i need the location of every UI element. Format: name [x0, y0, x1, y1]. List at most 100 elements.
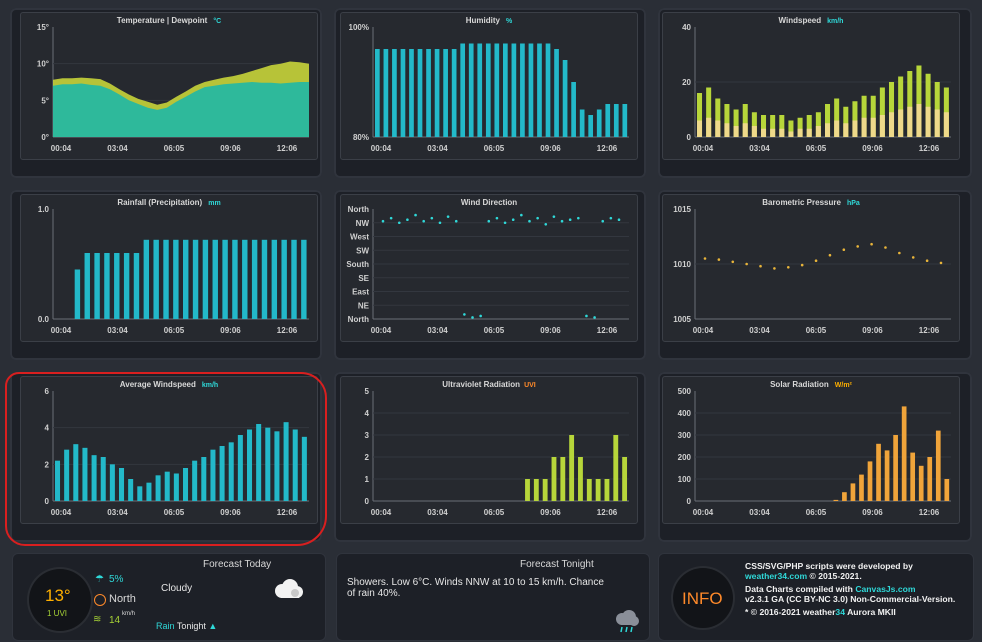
gust-bar — [797, 117, 803, 137]
forecast-uvi: 1 UVI — [47, 609, 68, 618]
x-tick-label: 03:04 — [749, 144, 770, 153]
info-text: CSS/SVG/PHP scripts were developed by we… — [745, 561, 956, 617]
avg-windspeed-bar — [91, 455, 97, 501]
y-tick-label: 6 — [45, 387, 50, 396]
forecast-tonight-text: Showers. Low 6°C. Winds NNW at 10 to 15 … — [347, 577, 604, 599]
y-tick-label: South — [346, 260, 369, 269]
y-tick-label: 15° — [37, 23, 49, 32]
x-tick-label: 00:04 — [693, 508, 714, 517]
avg-wind-bar — [825, 123, 831, 137]
chart-svg: 6 4 2 000:04 03:04 06:05 09:06 12:06 — [45, 387, 309, 517]
rain-cloud-icon — [613, 610, 641, 639]
y-tick-label: 500 — [678, 387, 692, 396]
humidity-bar — [511, 43, 517, 137]
x-tick-label: 06:05 — [484, 326, 505, 335]
rain-bar — [281, 239, 287, 319]
pressure-point — [731, 260, 735, 264]
forecast-tonight-title: Forecast Tonight — [520, 559, 594, 570]
solar-bar — [833, 499, 839, 501]
avg-wind-bar — [751, 126, 757, 137]
humidity-bar — [605, 104, 611, 137]
direction-point — [479, 314, 482, 318]
avg-wind-bar — [788, 131, 794, 137]
gust-bar — [761, 115, 767, 137]
rain-bar — [291, 239, 297, 319]
x-tick-label: 09:06 — [862, 508, 883, 517]
y-tick-label: 0° — [41, 133, 49, 142]
humidity-bar — [375, 49, 380, 137]
direction-point — [577, 216, 580, 220]
chart-humidity: Humidity% 100% 80% 00:04 03:04 06:05 09:06 12:… — [340, 12, 638, 160]
chart-title: Wind Direction — [460, 198, 518, 207]
x-tick-label: 03:04 — [427, 144, 448, 153]
y-tick-label: 1010 — [673, 260, 691, 269]
x-tick-label: 09:06 — [220, 326, 241, 335]
uv-bar — [578, 457, 583, 501]
umbrella-icon: ☂ — [95, 574, 104, 585]
avg-windspeed-bar — [155, 475, 161, 501]
gust-bar — [788, 120, 794, 137]
uv-bar — [586, 479, 592, 501]
avg-windspeed-bar — [192, 460, 198, 501]
direction-point — [438, 221, 442, 225]
temperature-circle[interactable]: 13° 1 UVI — [29, 569, 91, 631]
rain-bar — [251, 239, 258, 319]
direction-point — [528, 219, 531, 223]
chart-title: Rainfall (Precipitation) mm — [117, 198, 221, 207]
x-tick-label: 03:04 — [427, 326, 448, 335]
gust-bar — [697, 93, 703, 137]
x-tick-label: 09:06 — [540, 326, 561, 335]
chart-barometric: Barometric Pressure hPa 1015 1010 1005 00:04… — [662, 194, 960, 342]
solar-bar — [927, 457, 933, 501]
y-tick-label: 300 — [678, 431, 692, 440]
gust-bar — [898, 76, 904, 137]
direction-point — [406, 218, 409, 221]
rain-bar — [192, 239, 199, 319]
gust-bar — [889, 82, 895, 137]
x-tick-label: 12:06 — [919, 144, 940, 153]
direction-point — [495, 216, 499, 220]
x-tick-label: 03:04 — [107, 144, 128, 153]
humidity-bar — [409, 49, 414, 137]
avg-windspeed-bar — [274, 431, 280, 501]
y-tick-label: 0.0 — [38, 315, 50, 324]
direction-point — [463, 313, 466, 316]
y-tick-label: NE — [358, 301, 370, 310]
direction-point — [471, 316, 474, 319]
info-circle[interactable]: INFO — [673, 568, 733, 628]
direction-point — [454, 219, 458, 223]
uv-bar — [604, 479, 610, 501]
info-panel: INFO CSS/SVG/PHP scripts were developed … — [658, 553, 974, 641]
x-tick-label: 03:04 — [749, 508, 770, 517]
avg-wind-bar — [889, 112, 895, 137]
warning-icon: ▲ — [208, 621, 218, 631]
chart-svg: 15° 10° 5° 0°00:04 03:04 06:05 09:06 12:06 — [37, 23, 309, 153]
y-tick-label: North — [348, 205, 369, 214]
y-tick-label: 20 — [682, 78, 691, 87]
avg-windspeed-bar — [301, 436, 307, 501]
solar-bar — [876, 443, 881, 501]
dewpoint-area — [53, 82, 309, 137]
canvasjs-link[interactable]: CanvasJs.com — [855, 584, 916, 594]
solar-bar — [884, 450, 890, 501]
chart-title: Windspeed km/h — [778, 16, 844, 25]
gust-bar — [751, 112, 757, 137]
pressure-point — [703, 257, 707, 260]
chart-svg: 5 4 3 2 1 000:04 03:04 06:05 09:06 12:06 — [365, 387, 629, 517]
direction-point — [552, 215, 556, 218]
pressure-point — [717, 258, 721, 261]
weather34-link[interactable]: weather34.com — [745, 570, 808, 581]
condition-text: Cloudy — [161, 583, 193, 594]
y-tick-label: 1015 — [673, 205, 691, 214]
avg-wind-bar — [879, 115, 885, 137]
chart-title: Solar Radiation W/m² — [770, 380, 852, 389]
avg-windspeed-bar — [256, 424, 262, 501]
gust-bar — [861, 95, 867, 137]
x-tick-label: 06:05 — [806, 144, 827, 153]
rain-bar — [133, 253, 140, 319]
y-tick-label: 100 — [678, 475, 692, 484]
gust-bar — [870, 95, 876, 137]
direction-point — [503, 221, 507, 225]
rain-bar — [123, 253, 130, 319]
